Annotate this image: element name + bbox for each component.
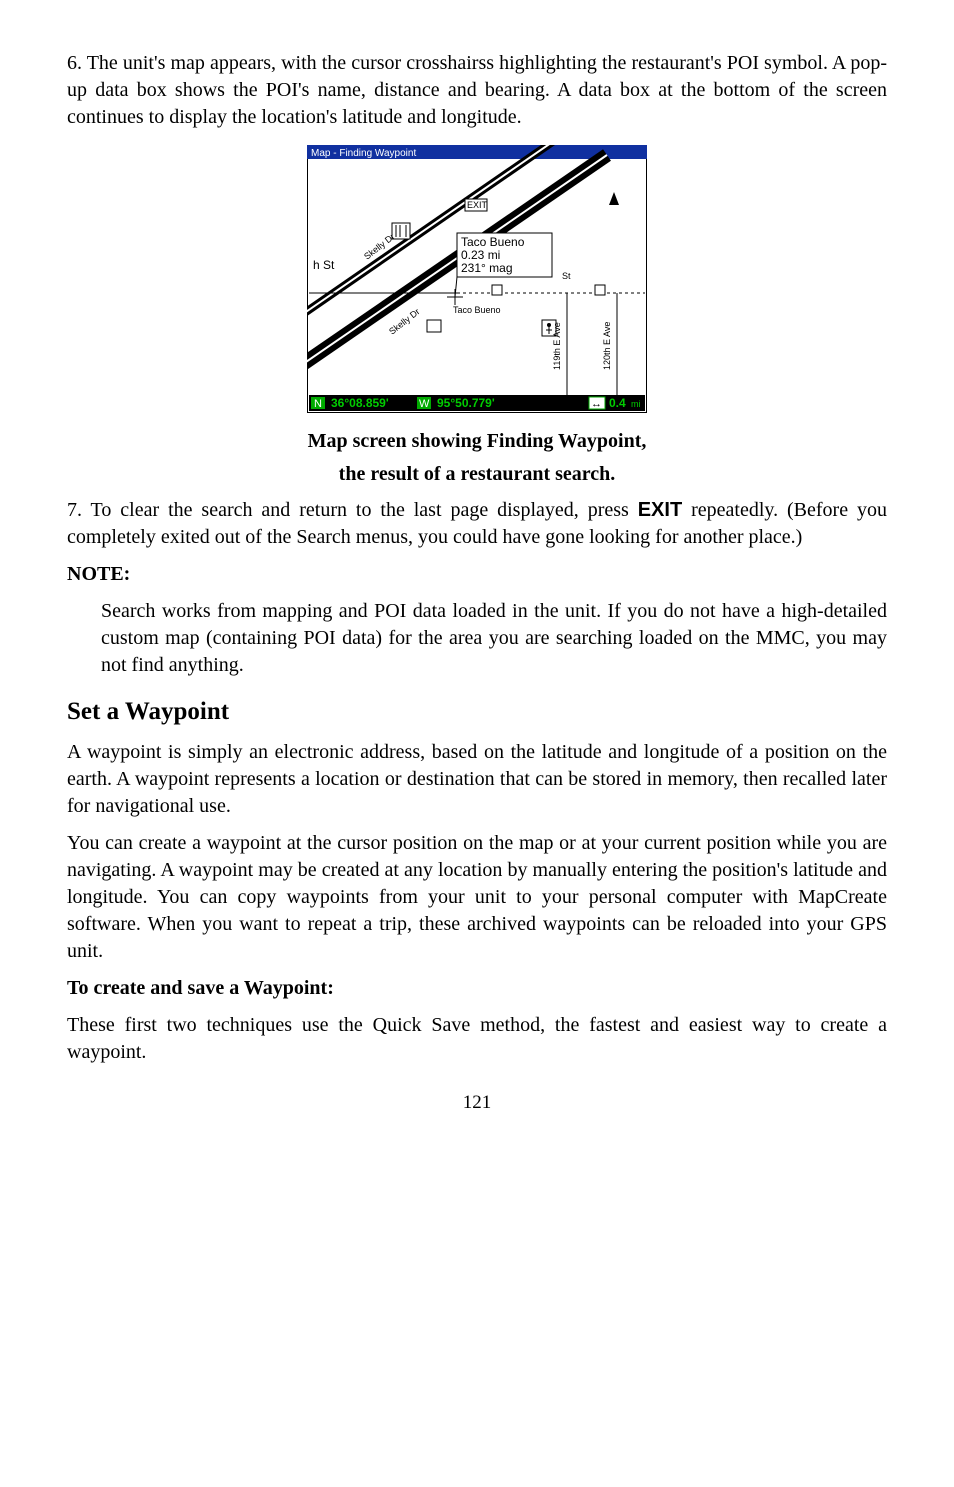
status-scale: 0.4 xyxy=(609,396,626,410)
page-number: 121 xyxy=(67,1090,887,1116)
note-heading: NOTE: xyxy=(67,561,887,588)
svg-text:↔: ↔ xyxy=(591,398,602,410)
paragraph-6: 6. The unit's map appears, with the curs… xyxy=(67,50,887,131)
waypoint-para-1: A waypoint is simply an electronic addre… xyxy=(67,739,887,820)
svg-text:EXIT: EXIT xyxy=(467,200,488,210)
poi-name: Taco Bueno xyxy=(461,235,525,249)
section-heading-set-waypoint: Set a Waypoint xyxy=(67,695,887,729)
waypoint-para-3: These first two techniques use the Quick… xyxy=(67,1012,887,1066)
poi-small-label: Taco Bueno xyxy=(453,305,501,315)
svg-text:N: N xyxy=(314,398,322,410)
status-lon: 95°50.779' xyxy=(437,396,495,410)
figure-caption-line2: the result of a restaurant search. xyxy=(67,462,887,487)
poi-distance: 0.23 mi xyxy=(461,248,500,262)
street-label-right: St xyxy=(562,271,571,281)
vertical-street-1: 119th E Ave xyxy=(552,322,562,370)
subheading-create-waypoint: To create and save a Waypoint: xyxy=(67,975,887,1002)
exit-key-label: EXIT xyxy=(638,499,682,521)
vertical-street-2: 120th E Ave xyxy=(602,322,612,370)
poi-bearing: 231° mag xyxy=(461,261,513,275)
waypoint-para-2: You can create a waypoint at the cursor … xyxy=(67,830,887,965)
paragraph-7: 7. To clear the search and return to the… xyxy=(67,497,887,551)
svg-text:W: W xyxy=(419,398,430,410)
note-body: Search works from mapping and POI data l… xyxy=(101,598,887,679)
svg-text:mi: mi xyxy=(631,399,641,409)
figure-caption-line1: Map screen showing Finding Waypoint, xyxy=(67,429,887,454)
street-label-left: h St xyxy=(313,258,335,272)
titlebar-text: Map - Finding Waypoint xyxy=(311,148,416,159)
status-lat: 36°08.859' xyxy=(331,396,389,410)
restaurant-icon xyxy=(392,223,410,239)
map-figure: Map - Finding Waypoint EXIT Ta xyxy=(67,145,887,421)
poi-box-icon xyxy=(427,320,441,332)
